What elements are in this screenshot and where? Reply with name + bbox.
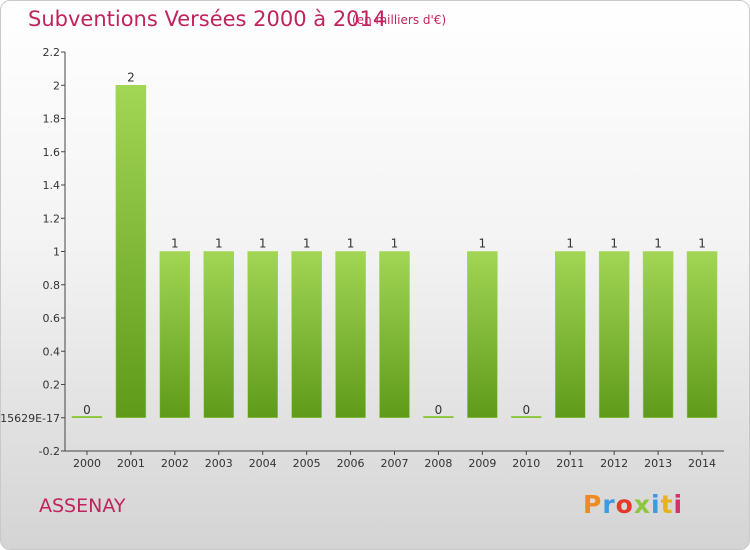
x-tick-label: 2007: [381, 457, 409, 470]
bar[interactable]: [511, 416, 542, 418]
y-tick-label: 1.2: [43, 212, 61, 225]
data-label: 1: [698, 237, 706, 251]
commune-name: ASSENAY: [39, 495, 126, 517]
y-tick-label: 0.8: [43, 279, 61, 292]
x-tick-label: 2001: [117, 457, 145, 470]
y-tick-label: 1: [53, 246, 60, 259]
bar[interactable]: [71, 416, 103, 418]
bar[interactable]: [598, 251, 630, 418]
y-tick-label: 2: [53, 79, 60, 92]
y-tick-label: 0.6: [43, 312, 61, 325]
x-tick-label: 2006: [337, 457, 365, 470]
x-tick-label: 2003: [205, 457, 233, 470]
bar[interactable]: [379, 251, 410, 418]
bar[interactable]: [203, 251, 235, 418]
bar[interactable]: [291, 251, 322, 418]
x-tick-label: 2005: [293, 457, 321, 470]
bar[interactable]: [467, 251, 498, 418]
data-label: 1: [259, 237, 267, 251]
bar[interactable]: [247, 251, 278, 418]
chart-subtitle: (en milliers d'€): [352, 13, 447, 27]
data-label: 1: [347, 237, 355, 251]
y-tick-label: 1.4: [43, 179, 61, 192]
y-tick-label: -0.2: [39, 445, 60, 458]
proxiti-logo[interactable]: Proxiti: [583, 490, 683, 519]
x-tick-label: 2009: [468, 457, 496, 470]
logo-letter: x: [633, 490, 651, 519]
data-label: 1: [303, 237, 311, 251]
x-tick-label: 2004: [249, 457, 277, 470]
x-tick-label: 2012: [600, 457, 628, 470]
x-tick-label: 2013: [644, 457, 672, 470]
x-tick-label: 2000: [73, 457, 101, 470]
data-label: 1: [391, 237, 399, 251]
y-axis: -0.2 -15629E-17 0.2 0.4 0.6 0.8 1 1.2 1.4 1.6 1.8 2…: [1, 46, 66, 458]
logo-letter: t: [660, 490, 674, 519]
x-tick-label: 2002: [161, 457, 189, 470]
bar[interactable]: [423, 416, 454, 418]
bar[interactable]: [159, 251, 191, 418]
logo-letter: P: [583, 490, 603, 519]
bar[interactable]: [554, 251, 586, 418]
data-label: 1: [566, 237, 574, 251]
bar[interactable]: [115, 85, 147, 418]
logo-letter: r: [602, 490, 616, 519]
data-label: 0: [83, 403, 91, 417]
logo-letter: o: [615, 490, 634, 519]
data-label: 1: [215, 237, 223, 251]
y-tick-label: 0.4: [43, 345, 61, 358]
y-tick-label: 1.6: [43, 146, 61, 159]
data-label: 0: [522, 403, 530, 417]
data-label: 2: [127, 70, 135, 84]
logo-letter: i: [651, 490, 661, 519]
data-label: 1: [654, 237, 662, 251]
data-labels: 0 2 1 1 1 1 1 1 0 1 0 1 1 1 1: [83, 70, 706, 417]
y-tick-label: -15629E-17: [1, 412, 60, 425]
data-label: 1: [171, 237, 179, 251]
y-tick-label: 2.2: [43, 46, 61, 59]
y-tick-label: 1.8: [43, 113, 61, 126]
data-label: 0: [435, 403, 443, 417]
y-tick-label: 0.2: [43, 379, 61, 392]
chart-title: Subventions Versées 2000 à 2014: [28, 7, 387, 31]
bar[interactable]: [335, 251, 366, 418]
bar[interactable]: [642, 251, 674, 418]
x-tick-label: 2011: [556, 457, 584, 470]
x-tick-label: 2010: [512, 457, 540, 470]
logo-letter: i: [673, 490, 684, 519]
x-tick-label: 2014: [688, 457, 716, 470]
bar[interactable]: [686, 251, 718, 418]
bars: [71, 85, 718, 418]
data-label: 1: [610, 237, 618, 251]
data-label: 1: [479, 237, 487, 251]
x-tick-label: 2008: [424, 457, 452, 470]
x-axis: 2000 2001 2002 2003 2004 2005 2006 2007 2008 2009…: [65, 450, 724, 470]
